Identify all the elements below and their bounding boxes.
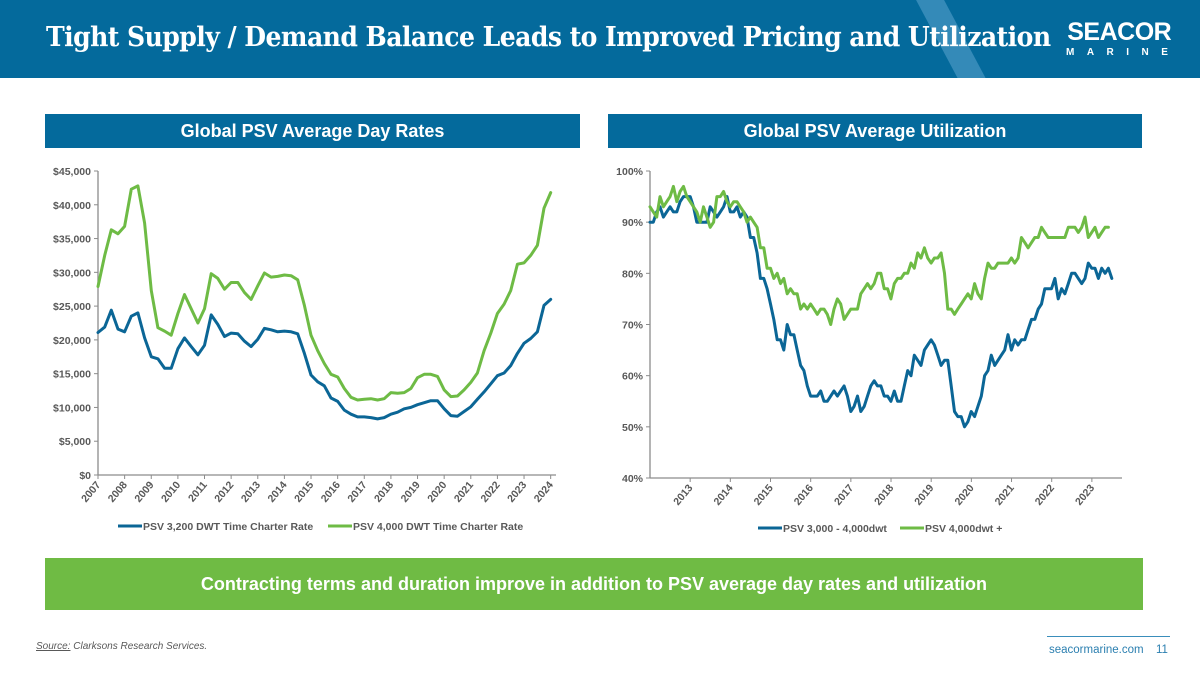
x-tick-label: 2015 [752,482,776,508]
series-line-blue [96,297,553,421]
x-tick-label: 2022 [1033,482,1057,508]
y-tick-label: 70% [622,320,644,332]
x-tick-label: 2019 [399,479,423,505]
y-tick-label: $40,000 [53,200,91,212]
x-tick-label: 2016 [319,479,343,505]
x-tick-label: 2023 [1073,482,1097,508]
x-tick-label: 2011 [186,479,210,504]
series-line-green [648,184,1110,326]
x-tick-label: 2023 [505,479,529,505]
y-tick-label: $5,000 [59,436,91,448]
website-link[interactable]: seacormarine.com [1049,644,1144,656]
summary-banner: Contracting terms and duration improve i… [45,558,1143,610]
x-tick-label: 2020 [425,479,449,505]
y-tick-label: $25,000 [53,301,91,313]
title-bar: Tight Supply / Demand Balance Leads to I… [0,0,1200,78]
x-tick-label: 2014 [265,479,289,505]
series-line-blue [648,195,1114,429]
x-tick-label: 2007 [79,479,103,505]
x-tick-label: 2017 [832,482,856,508]
x-tick-label: 2024 [532,479,556,505]
source-note: Source: Clarksons Research Services. [36,641,207,652]
logo-subtitle: MARINE [1066,47,1181,58]
y-tick-label: $10,000 [53,402,91,414]
y-tick-label: 40% [622,473,644,485]
x-tick-label: 2013 [239,479,263,505]
utilization-panel-title: Global PSV Average Utilization [608,114,1142,148]
y-tick-label: 50% [622,422,644,434]
x-tick-label: 2009 [132,479,156,505]
footer-divider [1047,636,1170,637]
x-tick-label: 2020 [952,482,976,508]
y-tick-label: 90% [622,217,644,229]
x-tick-label: 2014 [711,482,735,508]
x-tick-label: 2015 [292,479,316,505]
x-tick-label: 2018 [872,482,896,508]
x-tick-label: 2021 [452,479,476,505]
page-title: Tight Supply / Demand Balance Leads to I… [46,22,1051,53]
y-tick-label: $15,000 [53,369,91,381]
source-label: Source: [36,641,71,652]
y-tick-label: 80% [622,268,644,280]
y-tick-label: $20,000 [53,335,91,347]
x-tick-label: 2018 [372,479,396,505]
x-tick-label: 2010 [159,479,183,505]
source-text: Clarksons Research Services. [70,641,208,652]
x-tick-label: 2013 [671,482,695,508]
y-tick-label: $30,000 [53,267,91,279]
legend-label: PSV 3,200 DWT Time Charter Rate [143,521,313,533]
series-line-green [96,184,553,402]
y-tick-label: 60% [622,371,644,383]
x-tick-label: 2017 [345,479,369,505]
x-tick-label: 2022 [479,479,503,505]
seacor-marine-logo: SEACOR MARINE [1058,20,1180,59]
x-tick-label: 2021 [993,482,1017,508]
y-tick-label: $35,000 [53,234,91,246]
day-rates-chart: $0 $5,000 $10,000 $15,000 $20,000 $25,000 $30,… [53,166,556,533]
legend-label: PSV 3,000 - 4,000dwt [783,523,887,535]
legend-label: PSV 4,000dwt + [925,523,1002,535]
utilization-chart: 40% 50% 60% 70% 80% 90% 100% 2013 2014 2015 2016 20… [616,166,1122,535]
y-tick-label: $45,000 [53,166,91,178]
x-tick-label: 2008 [106,479,130,505]
page-number: 11 [1156,644,1168,656]
x-tick-label: 2016 [792,482,816,508]
y-tick-label: 100% [616,166,644,178]
day-rates-panel-title: Global PSV Average Day Rates [45,114,580,148]
y-tick-label: $0 [79,470,91,482]
legend-label: PSV 4,000 DWT Time Charter Rate [353,521,523,533]
x-tick-label: 2019 [912,482,936,508]
x-tick-label: 2012 [212,479,236,505]
logo-wordmark: SEACOR [1067,18,1172,46]
